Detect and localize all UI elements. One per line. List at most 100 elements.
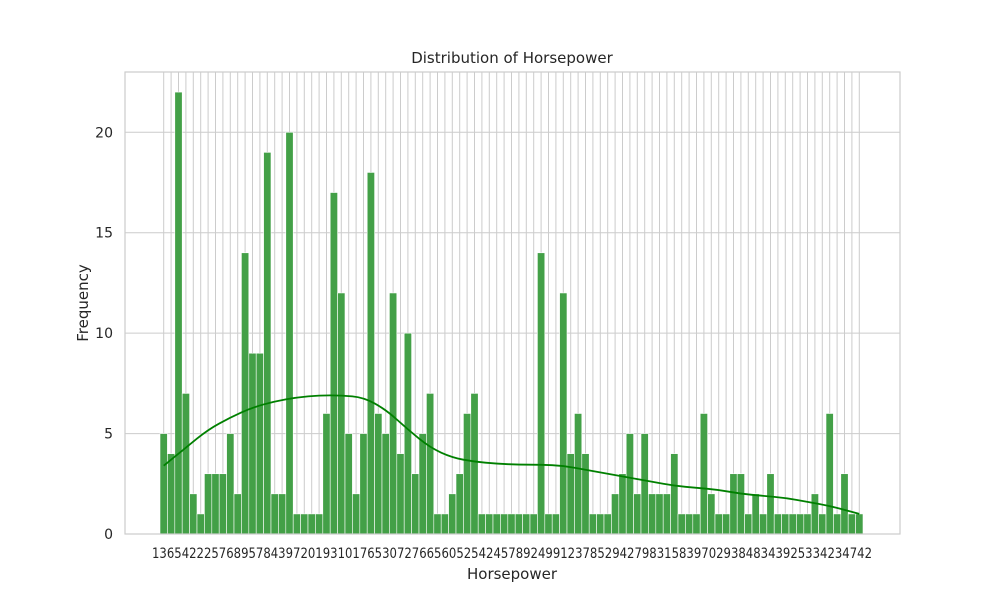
histogram-bar	[781, 513, 790, 535]
histogram-bar	[411, 473, 420, 535]
histogram-bar	[855, 513, 864, 535]
histogram-bar	[744, 513, 753, 535]
y-tick-label: 0	[104, 527, 113, 543]
histogram-bar	[196, 513, 205, 535]
histogram-bar	[315, 513, 324, 535]
histogram-bar	[270, 493, 279, 535]
x-tick-labels: 1365422257689578439720193101765307276656…	[152, 546, 872, 562]
histogram-bar	[692, 513, 701, 535]
y-tick-label: 10	[95, 326, 113, 342]
histogram-bar	[751, 493, 760, 535]
histogram-bar	[588, 513, 597, 535]
y-axis-title: Frequency	[74, 264, 92, 342]
histogram-bar	[655, 493, 664, 535]
histogram-bar	[307, 513, 316, 535]
histogram-bar	[233, 493, 242, 535]
histogram-bar	[551, 513, 560, 535]
histogram-bar	[366, 172, 375, 535]
histogram-bars	[159, 91, 864, 535]
histogram-bar	[174, 91, 183, 535]
chart-title: Distribution of Horsepower	[411, 49, 613, 67]
histogram-bar	[603, 513, 612, 535]
histogram-bar	[596, 513, 605, 535]
histogram-bar	[226, 433, 235, 535]
histogram-bar	[292, 513, 301, 535]
histogram-bar	[211, 473, 220, 535]
histogram-bar	[477, 513, 486, 535]
histogram-bar	[685, 513, 694, 535]
histogram-bar	[329, 192, 338, 535]
histogram-bar	[426, 393, 435, 535]
histogram-bar	[818, 513, 827, 535]
histogram-bar	[374, 413, 383, 535]
histogram-bar	[278, 493, 287, 535]
histogram-bar	[722, 513, 731, 535]
histogram-bar	[759, 513, 768, 535]
histogram-bar	[492, 513, 501, 535]
histogram-bar	[773, 513, 782, 535]
histogram-bar	[766, 473, 775, 535]
histogram-bar	[218, 473, 227, 535]
histogram-bar	[485, 513, 494, 535]
histogram-bar	[381, 433, 390, 535]
histogram-bar	[803, 513, 812, 535]
histogram-bar	[677, 513, 686, 535]
histogram-bar	[670, 453, 679, 535]
histogram-bar	[352, 493, 361, 535]
y-tick-label: 15	[95, 226, 113, 242]
histogram-bar	[396, 453, 405, 535]
histogram-bar	[344, 433, 353, 535]
histogram-bar	[522, 513, 531, 535]
histogram-bar	[840, 473, 849, 535]
histogram-bar	[507, 513, 516, 535]
histogram-bar	[648, 493, 657, 535]
histogram-bar	[181, 393, 190, 535]
histogram-bar	[418, 433, 427, 535]
histogram-bar	[559, 292, 568, 535]
histogram-bar	[241, 252, 250, 535]
histogram-bar	[736, 473, 745, 535]
histogram-bar	[699, 413, 708, 535]
y-tick-labels: 0 5 10 15 20	[95, 125, 113, 543]
histogram-bar	[633, 493, 642, 535]
histogram-bar	[825, 413, 834, 535]
y-tick-label: 5	[104, 427, 113, 443]
histogram-bar	[500, 513, 509, 535]
histogram-bar	[574, 413, 583, 535]
histogram-bar	[470, 393, 479, 535]
histogram-bar	[300, 513, 309, 535]
histogram-bar	[810, 493, 819, 535]
histogram-bar	[625, 433, 634, 535]
histogram-bar	[707, 493, 716, 535]
histogram-bar	[662, 493, 671, 535]
histogram-bar	[847, 513, 856, 535]
histogram-bar	[359, 433, 368, 535]
x-axis-title: Horsepower	[467, 565, 558, 583]
histogram-bar	[448, 493, 457, 535]
y-tick-label: 20	[95, 125, 113, 141]
histogram-bar	[159, 433, 168, 535]
histogram-bar	[322, 413, 331, 535]
histogram-bar	[544, 513, 553, 535]
histogram-bar	[189, 493, 198, 535]
histogram-bar	[796, 513, 805, 535]
histogram-bar	[833, 513, 842, 535]
kde-curve-line	[163, 394, 860, 515]
histogram-bar	[263, 152, 272, 535]
histogram-bar	[537, 252, 546, 535]
histogram-bar	[618, 473, 627, 535]
histogram-bar	[204, 473, 213, 535]
histogram-bar	[566, 453, 575, 535]
histogram-bar	[514, 513, 523, 535]
histogram-bar	[581, 453, 590, 535]
histogram-bar	[529, 513, 538, 535]
plot-frame	[124, 71, 901, 535]
histogram-bar	[463, 413, 472, 535]
histogram-bar	[433, 513, 442, 535]
histogram-bar	[455, 473, 464, 535]
histogram-bar	[729, 473, 738, 535]
histogram-bar	[611, 493, 620, 535]
histogram-bar	[403, 332, 412, 535]
histogram-bar	[640, 433, 649, 535]
